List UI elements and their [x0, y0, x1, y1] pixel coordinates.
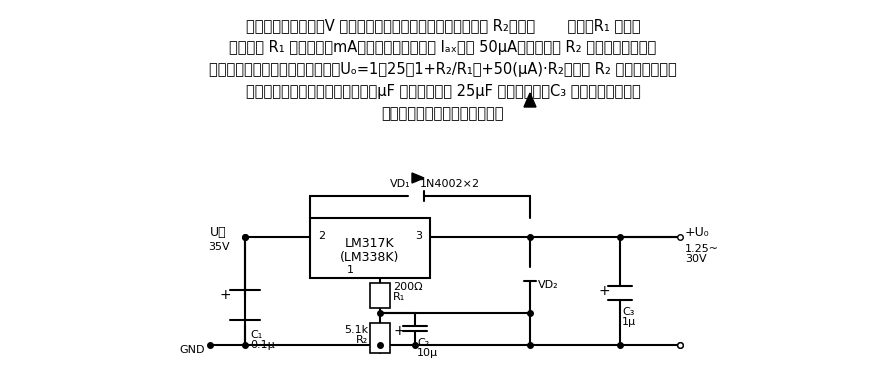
- Text: 1N4002×2: 1N4002×2: [420, 179, 480, 189]
- Text: 改变输出电压値。在输出端接上１μF 的鱽电容（或 25μF 的铝电解容）C₃ 可确保电路稳定地: 改变输出电压値。在输出端接上１μF 的鱽电容（或 25μF 的铝电解容）C₃ 可…: [245, 84, 641, 99]
- Text: 0.1μ: 0.1μ: [250, 340, 275, 350]
- Text: 使得流过 R₁ 的电流为５mA，加上调节端的电流 Iₐₓ（约 50μA）共同流过 R₂ 使调节端的电压升: 使得流过 R₁ 的电流为５mA，加上调节端的电流 Iₐₓ（约 50μA）共同流过…: [229, 40, 657, 55]
- Text: 35V: 35V: [208, 242, 230, 252]
- Polygon shape: [524, 93, 536, 107]
- Text: C₃: C₃: [622, 307, 634, 317]
- Text: 工作，并改善电路的瞬态响应。: 工作，并改善电路的瞬态响应。: [382, 106, 504, 121]
- Bar: [370, 323, 390, 353]
- Bar: [370, 283, 390, 308]
- Text: (LM338K): (LM338K): [340, 251, 400, 264]
- Polygon shape: [412, 173, 424, 183]
- Text: +: +: [393, 324, 405, 338]
- Text: 200Ω: 200Ω: [393, 282, 423, 292]
- Text: R₁: R₁: [393, 292, 405, 303]
- Bar: [310, 218, 430, 278]
- Text: +U₀: +U₀: [685, 226, 710, 239]
- Text: U᷊: U᷊: [210, 226, 227, 239]
- Text: 1μ: 1μ: [622, 317, 636, 327]
- Text: LM317K: LM317K: [346, 236, 395, 249]
- Text: C₁: C₁: [250, 330, 262, 340]
- Text: +: +: [598, 283, 610, 298]
- Text: +: +: [219, 288, 231, 302]
- Text: VD₁: VD₁: [390, 179, 410, 189]
- Text: 10μ: 10μ: [417, 347, 438, 358]
- Text: VD₂: VD₂: [538, 280, 559, 290]
- Text: 30V: 30V: [685, 254, 707, 264]
- Text: 5.1k: 5.1k: [344, 325, 368, 335]
- Text: 高。这时，输出电压由下式表示：Uₒ=1．25（1+R₂/R₁）+50(μA)·R₂。改变 R₂ 的阵値能方便地: 高。这时，输出电压由下式表示：Uₒ=1．25（1+R₂/R₁）+50(μA)·R…: [209, 62, 677, 77]
- Text: GND: GND: [180, 345, 205, 355]
- Text: 1.25~: 1.25~: [685, 244, 719, 254]
- Text: 2: 2: [318, 231, 325, 241]
- Text: R₂: R₂: [356, 335, 368, 345]
- Text: 1: 1: [346, 265, 354, 275]
- Text: C₂: C₂: [417, 338, 429, 347]
- Text: 要得到高于１．２５V 的输出电压，只要再接上一只可变电阵 R₂，如图       所示。R₁ 的取値: 要得到高于１．２５V 的输出电压，只要再接上一只可变电阵 R₂，如图 所示。R₁…: [245, 18, 641, 33]
- Text: 3: 3: [415, 231, 422, 241]
